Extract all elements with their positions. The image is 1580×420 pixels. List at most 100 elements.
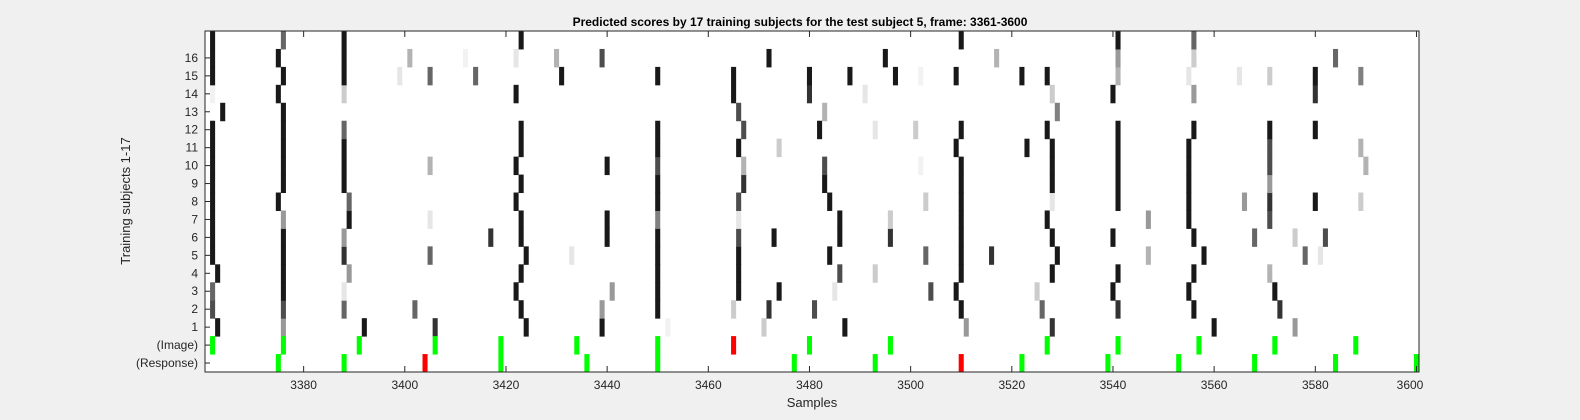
score-cell-subject-10-14 — [1267, 156, 1273, 176]
score-cell-subject-15-12 — [918, 66, 924, 86]
score-cell-subject-14-7 — [1049, 84, 1055, 104]
score-cell-subject-3-12 — [1110, 282, 1116, 301]
y-tick-label-4: 5 — [191, 248, 198, 262]
score-cell-subject-15-20 — [1312, 66, 1318, 86]
score-cell-subject-10-2 — [341, 156, 347, 176]
score-cell-subject-2-2 — [341, 300, 347, 319]
score-cell-subject-10-15 — [1363, 156, 1369, 176]
score-cell-subject-17-6 — [1191, 31, 1197, 50]
score-cell-subject-3-5 — [655, 282, 661, 301]
score-cell-subject-12-13 — [1267, 120, 1273, 140]
score-cell-subject-15-10 — [847, 66, 853, 86]
score-cell-subject-4-12 — [1267, 264, 1273, 283]
score-cell-subject-17-4 — [958, 31, 964, 50]
score-cell-subject-11-2 — [341, 138, 347, 158]
score-cell-subject-1-4 — [523, 318, 529, 337]
score-cell-subject-10-0 — [210, 156, 216, 176]
score-cell-subject-9-2 — [341, 174, 347, 194]
score-cell-subject-7-0 — [210, 210, 216, 229]
score-cell-subject-4-4 — [655, 264, 661, 283]
score-cell-subject-4-9 — [1049, 264, 1055, 283]
score-cell-subject-4-6 — [837, 264, 843, 283]
score-cell-subject-17-2 — [341, 31, 347, 50]
score-cell-subject-4-0 — [215, 264, 221, 283]
score-cell-subject-17-3 — [518, 31, 524, 50]
score-cell-subject-1-5 — [599, 318, 605, 337]
score-cell-subject-2-1 — [280, 300, 286, 319]
score-cell-subject-9-4 — [655, 174, 661, 194]
x-tick-label-2: 3420 — [493, 378, 520, 392]
y-tick-label-9: 10 — [185, 159, 199, 173]
score-cell-subject-16-0 — [210, 48, 216, 68]
chart-title: Predicted scores by 17 training subjects… — [573, 15, 1028, 29]
score-cell-subject-16-3 — [407, 48, 413, 68]
score-cell-subject-4-10 — [1115, 264, 1121, 283]
score-cell-subject-8-4 — [655, 192, 661, 211]
score-cell-subject-14-10 — [1312, 84, 1318, 104]
score-cell-subject-6-0 — [210, 228, 216, 247]
score-cell-subject-14-9 — [1191, 84, 1197, 104]
score-cell-subject-1-3 — [432, 318, 438, 337]
score-cell-subject-16-10 — [994, 48, 1000, 68]
score-cell-subject-9-8 — [1049, 174, 1055, 194]
score-cell-subject-4-11 — [1191, 264, 1197, 283]
image-correct-marker-13 — [1353, 336, 1359, 355]
y-tick-label-17: (Response) — [136, 356, 198, 370]
x-axis-ticks: 3380 3400 3420 3440 3460 3480 3500 3520 3540 3560… — [290, 31, 1424, 392]
score-cell-subject-8-10 — [1115, 192, 1121, 211]
score-cell-subject-9-9 — [1115, 174, 1121, 194]
score-cell-subject-6-13 — [1110, 228, 1116, 247]
score-cell-subject-2-11 — [1039, 300, 1045, 319]
score-cell-subject-5-12 — [1054, 246, 1060, 265]
response-correct-marker-6 — [872, 354, 878, 373]
score-cell-subject-15-3 — [397, 66, 403, 86]
score-cell-subject-11-9 — [1049, 138, 1055, 158]
score-cell-subject-17-0 — [210, 31, 216, 50]
score-cell-subject-3-3 — [513, 282, 519, 301]
score-cell-subject-14-3 — [513, 84, 519, 104]
score-cell-subject-12-10 — [1044, 120, 1050, 140]
score-cell-subject-9-11 — [1267, 174, 1273, 194]
x-tick-label-3: 3440 — [594, 378, 621, 392]
score-cell-subject-13-4 — [1054, 102, 1060, 122]
x-tick-label-9: 3560 — [1201, 378, 1228, 392]
score-cell-subject-16-4 — [462, 48, 469, 68]
image-correct-marker-8 — [887, 336, 893, 355]
score-cell-subject-10-6 — [655, 156, 661, 176]
score-cell-subject-11-10 — [1115, 138, 1121, 158]
score-cell-subject-1-0 — [215, 318, 221, 337]
image-correct-marker-5 — [574, 336, 580, 355]
score-cell-subject-5-13 — [1145, 246, 1151, 265]
score-cell-subject-4-5 — [736, 264, 742, 283]
x-tick-label-11: 3600 — [1397, 378, 1424, 392]
score-cell-subject-2-12 — [1115, 300, 1121, 319]
score-cell-subject-4-7 — [872, 264, 878, 283]
score-cell-subject-15-4 — [427, 66, 433, 86]
score-cell-subject-6-9 — [837, 228, 843, 247]
score-cell-subject-5-0 — [210, 246, 216, 265]
score-cell-subject-8-2 — [346, 192, 352, 211]
score-cell-subject-2-0 — [210, 300, 216, 319]
score-cell-subject-10-4 — [513, 156, 519, 176]
score-cell-subject-8-13 — [1267, 192, 1273, 211]
score-cell-subject-15-1 — [280, 66, 286, 86]
x-tick-label-0: 3380 — [290, 378, 317, 392]
score-cell-subject-1-6 — [665, 318, 671, 337]
score-cell-subject-10-1 — [280, 156, 286, 176]
score-cell-subject-2-14 — [1277, 300, 1283, 319]
response-correct-marker-1 — [341, 354, 347, 373]
score-cell-subject-10-13 — [1186, 156, 1192, 176]
score-cell-subject-2-9 — [812, 300, 818, 319]
response-correct-marker-5 — [791, 354, 797, 373]
score-cell-subject-12-14 — [1312, 120, 1318, 140]
score-cell-subject-8-1 — [275, 192, 281, 211]
score-cell-subject-2-3 — [412, 300, 418, 319]
score-cell-subject-14-2 — [341, 84, 347, 104]
score-cell-subject-7-8 — [837, 210, 843, 229]
score-cell-subject-15-14 — [1019, 66, 1025, 86]
score-cell-subject-7-5 — [604, 210, 610, 229]
score-cell-subject-11-1 — [280, 138, 286, 158]
score-cell-subject-7-7 — [736, 210, 742, 229]
score-cell-subject-12-12 — [1191, 120, 1197, 140]
score-cell-subject-1-1 — [280, 318, 286, 337]
